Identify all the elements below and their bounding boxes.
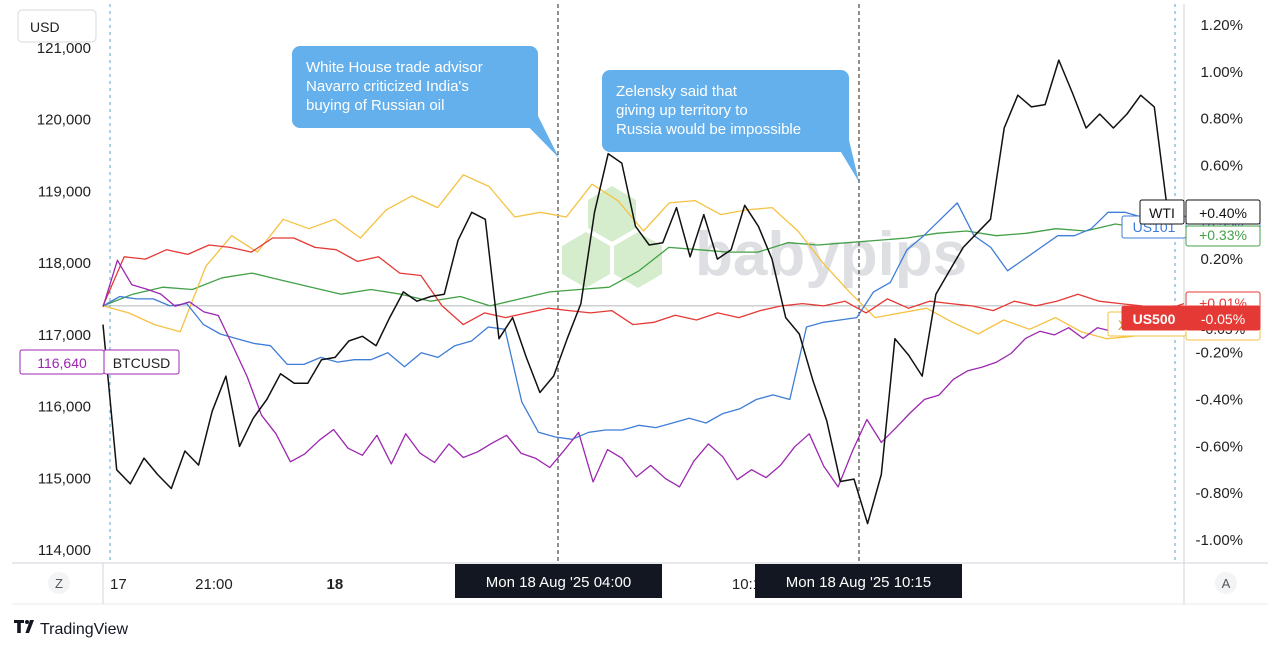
crosshair-time-label: Mon 18 Aug '25 10:15	[755, 564, 962, 598]
svg-text:US500: US500	[1133, 311, 1176, 327]
svg-text:+0.33%: +0.33%	[1199, 227, 1247, 243]
percent-tick-label: -0.20%	[1195, 345, 1243, 362]
btc-tick-label: 117,000	[38, 327, 91, 344]
series-layer	[102, 59, 1185, 525]
babypips-watermark: babypips	[562, 186, 967, 289]
svg-text:BTCUSD: BTCUSD	[113, 355, 171, 371]
annotations: White House trade advisor Navarro critici…	[292, 46, 859, 182]
percent-tick-label: 0.20%	[1200, 251, 1243, 268]
time-tick-label: 18	[327, 576, 344, 593]
svg-text:Mon 18 Aug '25 10:15: Mon 18 Aug '25 10:15	[786, 574, 931, 591]
annotation-text: buying of Russian oil	[306, 97, 444, 114]
series-line-btcusd[interactable]	[102, 259, 1185, 488]
svg-text:WTI: WTI	[1149, 205, 1175, 221]
series-line-xauusd[interactable]	[102, 174, 1185, 340]
svg-text:116,640: 116,640	[37, 355, 87, 371]
auto-scale-icon: A	[1222, 576, 1231, 591]
crosshair-time-label: Mon 18 Aug '25 04:00	[455, 564, 662, 598]
btc-tick-label: 118,000	[38, 255, 91, 272]
btc-tick-label: 119,000	[38, 183, 91, 200]
btc-price-tag[interactable]: 116,640	[19, 349, 105, 375]
btc-tick-label: 120,000	[37, 112, 91, 129]
percent-tick-label: 1.00%	[1200, 64, 1243, 81]
btc-tick-label: 114,000	[38, 542, 91, 559]
btc-price-axis[interactable]: 121,000 120,000 119,000 118,000 117,000 116,0…	[37, 40, 91, 559]
annotation-callout: Zelensky said that giving up territory to…	[602, 70, 859, 182]
currency-label: USD	[30, 19, 60, 35]
percent-tick-label: -0.80%	[1195, 485, 1243, 502]
us500-last-tag[interactable]: -0.05%	[1185, 305, 1261, 331]
price-tags: 116,640BTCUSDUS101+0.33%+0.33%WTI+0.40%X…	[19, 199, 1261, 375]
series-line-wti[interactable]	[102, 59, 1169, 525]
series-line-usdx[interactable]	[102, 223, 1175, 307]
percent-tick-label: 0.60%	[1200, 157, 1243, 174]
usdx-value-tag[interactable]: +0.33%	[1185, 225, 1261, 247]
series-line-us101[interactable]	[102, 202, 1175, 440]
btc-tick-label: 115,000	[38, 470, 91, 487]
percent-tick-label: -0.40%	[1195, 392, 1243, 409]
us500-name-tag[interactable]: US500	[1121, 305, 1187, 331]
svg-text:Mon 18 Aug '25 04:00: Mon 18 Aug '25 04:00	[486, 574, 631, 591]
session-lines	[109, 4, 1176, 563]
annotation-text: White House trade advisor	[306, 59, 483, 76]
wti-value-tag[interactable]: +0.40%	[1185, 199, 1261, 225]
annotation-text: Russia would be impossible	[616, 121, 801, 138]
svg-text:-0.05%: -0.05%	[1201, 311, 1245, 327]
auto-scale-button[interactable]	[1215, 572, 1237, 594]
currency-box[interactable]	[17, 9, 97, 43]
btc-tick-label: 116,000	[38, 399, 91, 416]
annotation-text: Navarro criticized India's	[306, 78, 469, 95]
zoom-button[interactable]	[48, 572, 70, 594]
time-tick-label: 21:00	[195, 576, 233, 593]
percent-tick-label: 1.20%	[1200, 17, 1243, 34]
svg-text:+0.40%: +0.40%	[1199, 205, 1247, 221]
btc-name-tag[interactable]: BTCUSD	[103, 349, 180, 375]
percent-tick-label: 0.80%	[1200, 111, 1243, 128]
time-tick-label: 17	[110, 576, 127, 593]
tradingview-logo: TradingView	[13, 620, 128, 638]
wti-name-tag[interactable]: WTI	[1139, 199, 1185, 225]
svg-text:TradingView: TradingView	[40, 621, 128, 638]
annotation-text: Zelensky said that	[616, 83, 738, 100]
annotation-callout: White House trade advisor Navarro critici…	[292, 46, 559, 158]
percent-tick-label: -0.60%	[1195, 438, 1243, 455]
series-line-us500[interactable]	[102, 237, 1185, 326]
percent-tick-label: -1.00%	[1195, 532, 1243, 549]
svg-text:babypips: babypips	[695, 220, 967, 289]
btc-tick-label: 121,000	[37, 40, 91, 57]
zoom-icon: Z	[55, 576, 63, 591]
annotation-text: giving up territory to	[616, 102, 748, 119]
